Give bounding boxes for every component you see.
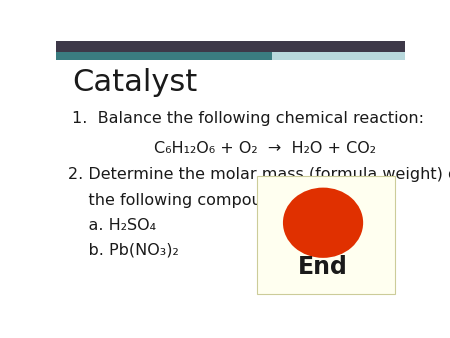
Bar — [273, 52, 405, 59]
Text: C₆H₁₂O₆ + O₂  →  H₂O + CO₂: C₆H₁₂O₆ + O₂ → H₂O + CO₂ — [154, 141, 376, 156]
Text: 1.  Balance the following chemical reaction:: 1. Balance the following chemical reacti… — [72, 111, 424, 126]
Text: Catalyst: Catalyst — [72, 68, 197, 97]
Text: b. Pb(NO₃)₂: b. Pb(NO₃)₂ — [68, 242, 179, 257]
Text: the following compounds:: the following compounds: — [68, 193, 297, 208]
Text: End: End — [298, 255, 348, 279]
Bar — [56, 52, 273, 59]
FancyBboxPatch shape — [257, 176, 395, 294]
Text: 2. Determine the molar mass (formula weight) of: 2. Determine the molar mass (formula wei… — [68, 167, 450, 182]
Ellipse shape — [283, 188, 363, 258]
Text: a. H₂SO₄: a. H₂SO₄ — [68, 218, 157, 233]
Bar — [56, 41, 405, 52]
